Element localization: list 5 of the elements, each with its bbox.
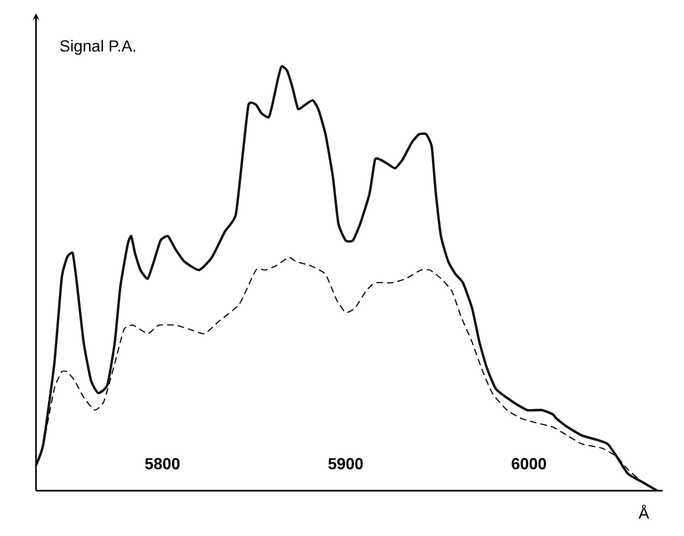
x-axis-title: Å: [638, 504, 650, 519]
x-tick-label: 6000: [512, 458, 546, 470]
x-tick-label: 5900: [328, 458, 363, 470]
y-axis-title: Signal P.A.: [60, 40, 136, 55]
x-tick-label: 5800: [145, 458, 180, 470]
